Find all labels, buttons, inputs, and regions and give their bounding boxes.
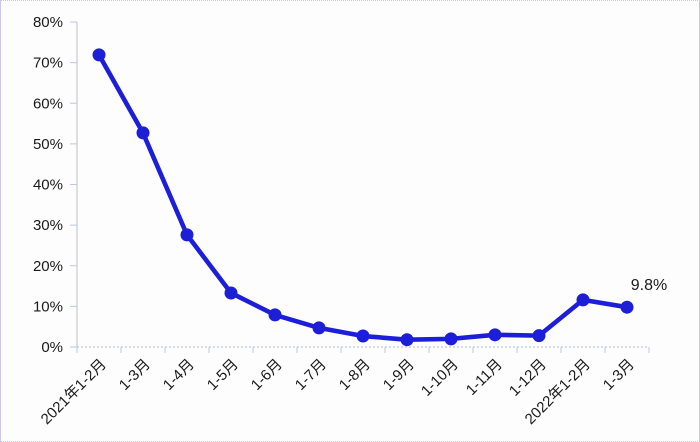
x-axis-tick-label: 1-6月 [248, 356, 286, 394]
data-point [444, 332, 458, 346]
data-point [400, 333, 414, 347]
data-point [312, 321, 326, 335]
data-point [620, 300, 634, 314]
x-axis-tick-label: 1-10月 [418, 356, 462, 400]
x-axis-tick-label: 2021年1-2月 [38, 356, 110, 428]
x-axis-tick-label: 1-7月 [292, 356, 330, 394]
x-axis-tick-label: 1-4月 [160, 356, 198, 394]
y-axis-tick-label: 10% [33, 298, 63, 315]
y-axis-tick-label: 70% [33, 55, 63, 72]
x-axis-tick-label: 1-11月 [463, 356, 506, 399]
series-line [96, 52, 630, 342]
data-point [356, 329, 370, 343]
data-point [92, 48, 106, 62]
y-axis-tick-label: 30% [33, 217, 63, 234]
x-axis-tick-label: 1-8月 [336, 356, 374, 394]
data-point [576, 293, 590, 307]
y-axis-tick-label: 0% [41, 339, 63, 356]
y-axis-tick-label: 40% [33, 177, 63, 194]
data-point [268, 308, 282, 322]
data-point [136, 126, 150, 140]
y-axis-tick-label: 20% [33, 258, 63, 275]
y-axis-tick-label: 50% [33, 136, 63, 153]
data-point [532, 329, 546, 343]
x-axis-tick-label: 1-5月 [204, 356, 242, 394]
data-point [488, 328, 502, 342]
data-label: 9.8% [631, 277, 667, 294]
x-axis-tick-label: 1-9月 [380, 356, 418, 394]
x-axis-tick-label: 1-3月 [116, 356, 154, 394]
data-point [180, 228, 194, 242]
y-axis-tick-label: 60% [33, 95, 63, 112]
x-axis-tick-label: 1-3月 [600, 356, 638, 394]
y-axis-tick-label: 80% [33, 14, 63, 31]
data-point [224, 286, 238, 300]
